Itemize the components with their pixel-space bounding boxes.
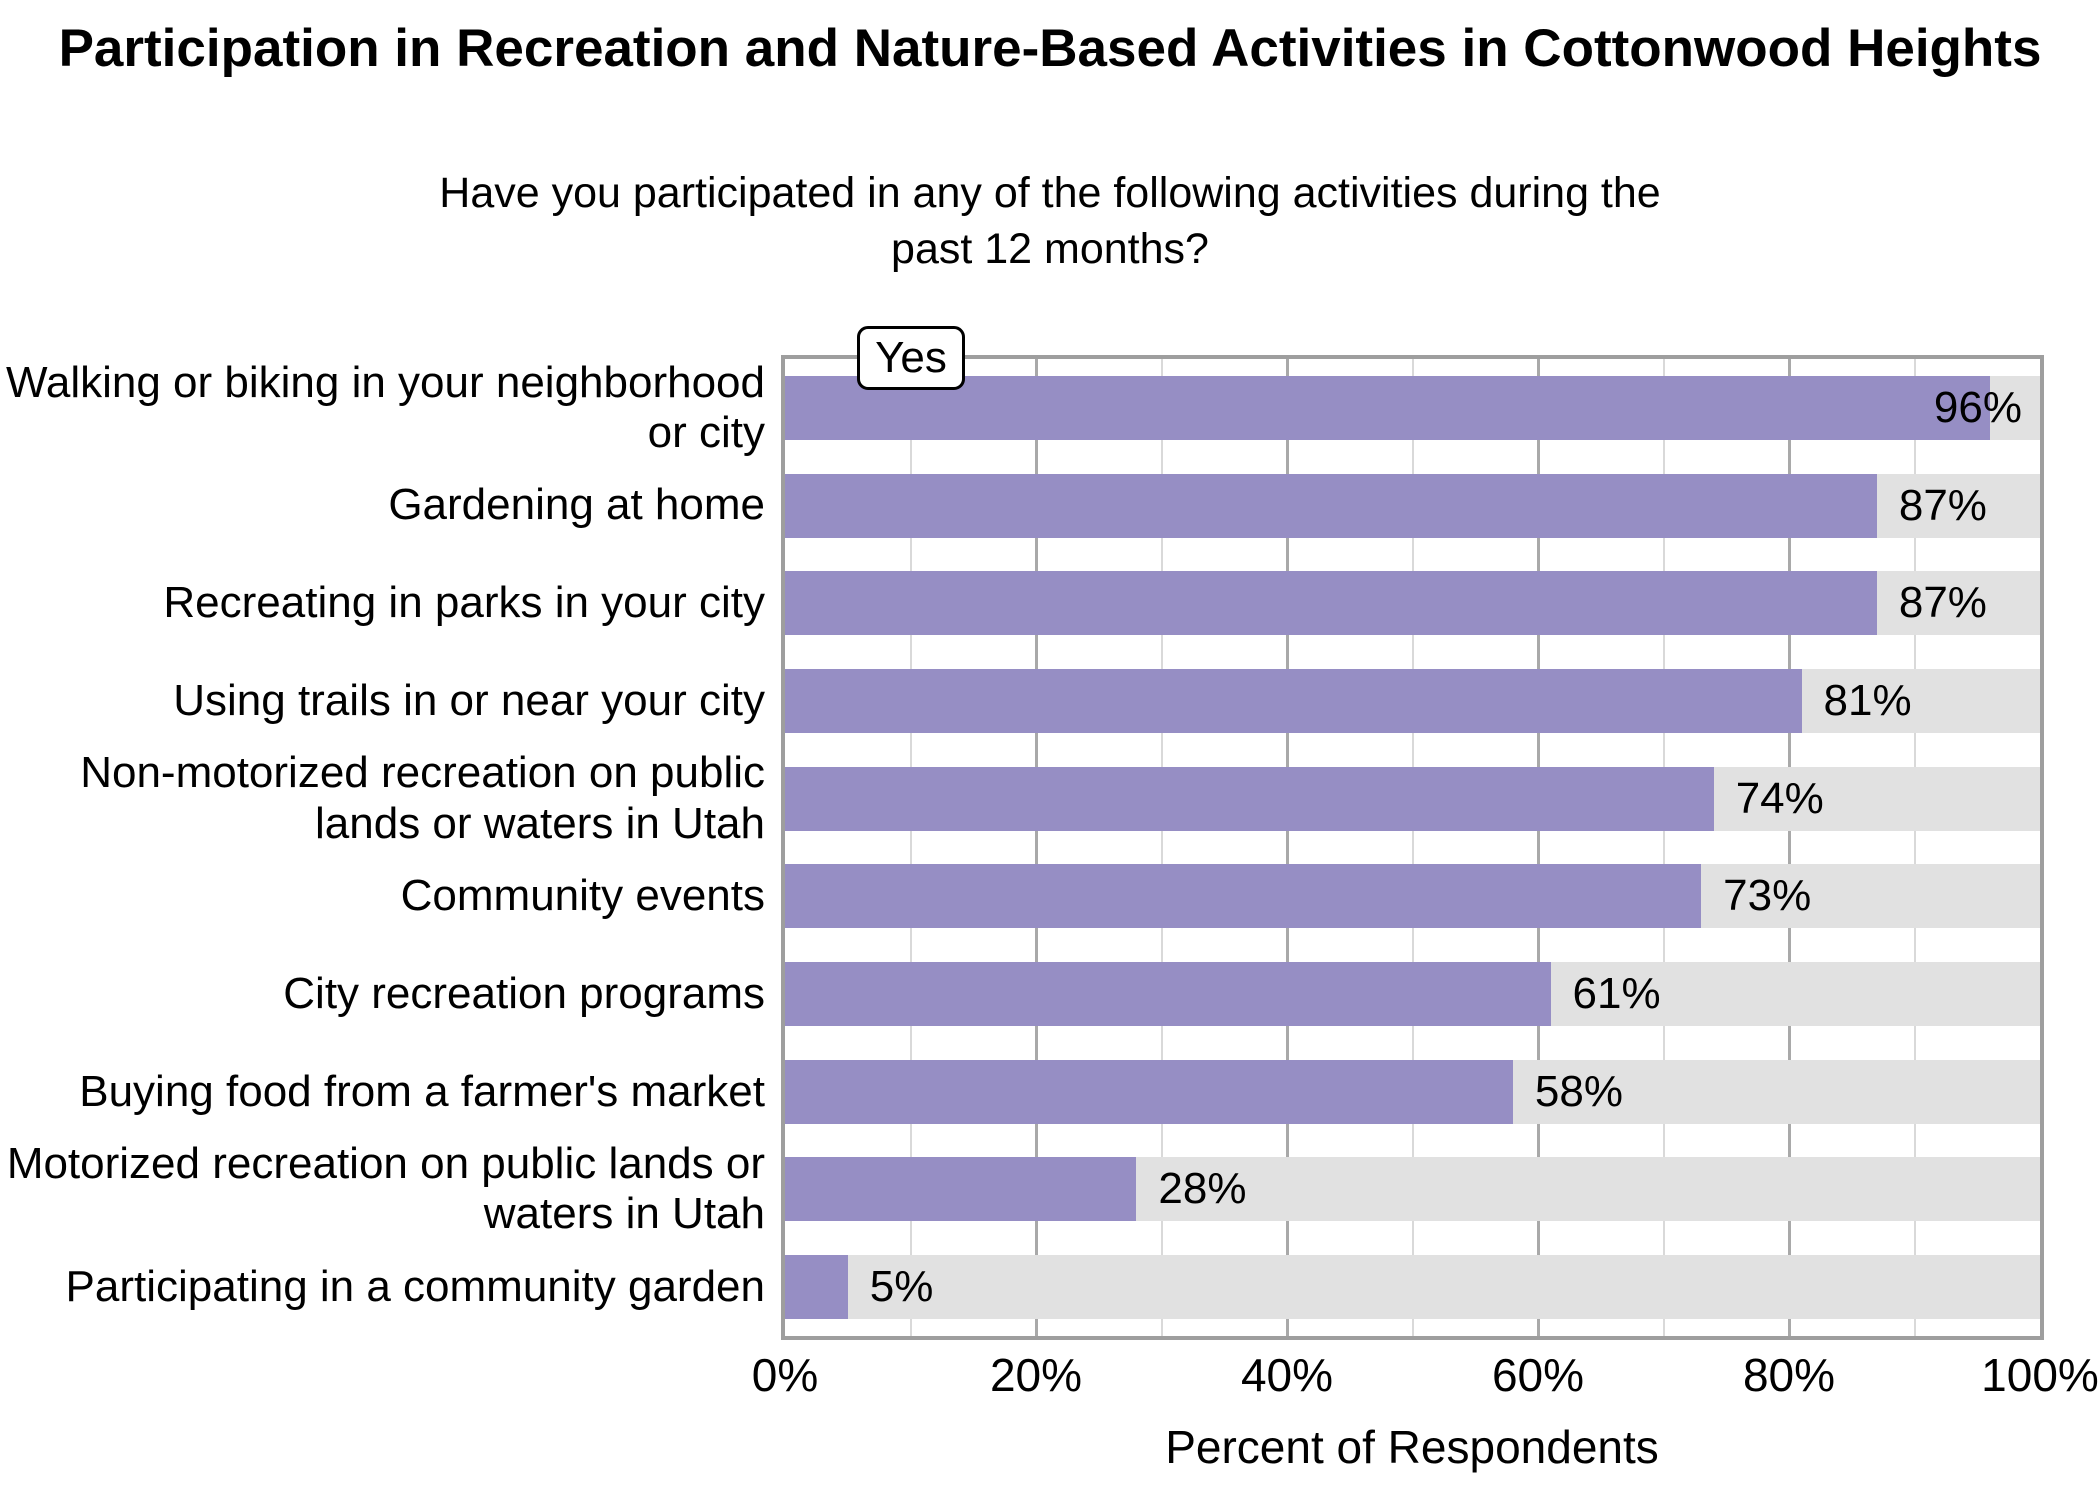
gridline-minor bbox=[1160, 359, 1163, 1336]
category-label: Recreating in parks in your city bbox=[163, 578, 765, 628]
category-label: Using trails in or near your city bbox=[173, 675, 765, 725]
gridline-major bbox=[1035, 359, 1038, 1336]
bar bbox=[785, 766, 1714, 831]
x-tick-label: 100% bbox=[1981, 1349, 2099, 1401]
category-label: Buying food from a farmer's market bbox=[79, 1066, 765, 1116]
bar-value-label: 87% bbox=[1898, 578, 1987, 628]
legend-yes-box: Yes bbox=[857, 326, 965, 390]
x-tick-label: 60% bbox=[1491, 1349, 1585, 1401]
bar bbox=[785, 668, 1802, 733]
plot-gridlines bbox=[785, 359, 2040, 1336]
bar-value-label: 81% bbox=[1823, 675, 1912, 725]
chart-subtitle: Have you participated in any of the foll… bbox=[0, 166, 2100, 278]
bar bbox=[785, 1255, 848, 1320]
chart-title-text: Participation in Recreation and Nature-B… bbox=[58, 19, 2042, 78]
category-label: Gardening at home bbox=[388, 480, 765, 530]
bar-track bbox=[785, 1255, 2040, 1320]
x-axis-tick-labels: 0% 20% 40% 60% 80% 100% bbox=[752, 1349, 2099, 1402]
bar-value-label: 5% bbox=[869, 1262, 934, 1312]
gridline-major bbox=[1537, 359, 1540, 1336]
bar bbox=[785, 864, 1702, 929]
legend-yes-label: Yes bbox=[875, 333, 947, 382]
bar-value-label: 28% bbox=[1158, 1164, 1247, 1214]
bar bbox=[785, 962, 1551, 1027]
x-axis-title: Percent of Respondents bbox=[1165, 1421, 1659, 1473]
gridline-minor bbox=[1913, 359, 1916, 1336]
category-label: Participating in a community garden bbox=[65, 1262, 765, 1312]
chart-title: Participation in Recreation and Nature-B… bbox=[0, 18, 2100, 81]
category-label: Walking or biking in your neighborhood o… bbox=[5, 357, 765, 457]
gridline-minor bbox=[1662, 359, 1665, 1336]
gridline-minor bbox=[909, 359, 912, 1336]
gridline-major bbox=[1788, 359, 1791, 1336]
bar-plot-area: 96% 87% 87% 81% 74% 73% 61% 58% 28% 5% bbox=[785, 359, 2040, 1336]
bar bbox=[785, 1157, 1137, 1222]
bar-value-label: 58% bbox=[1534, 1066, 1623, 1116]
category-label: Community events bbox=[400, 871, 765, 921]
bar-value-label: 61% bbox=[1572, 969, 1661, 1019]
bar-value-label: 87% bbox=[1898, 480, 1987, 530]
bar bbox=[785, 571, 1877, 636]
bar-value-label: 74% bbox=[1735, 773, 1824, 823]
bar bbox=[785, 375, 1990, 440]
x-tick-label: 0% bbox=[751, 1349, 819, 1401]
x-tick-label: 80% bbox=[1742, 1349, 1836, 1401]
gridline-major bbox=[1286, 359, 1289, 1336]
gridline-minor bbox=[1411, 359, 1414, 1336]
category-label: City recreation programs bbox=[283, 968, 765, 1018]
bar bbox=[785, 473, 1877, 538]
chart-subtitle-text: Have you participated in any of the foll… bbox=[439, 169, 1661, 273]
bar-value-label: 96% bbox=[1933, 382, 2022, 432]
x-tick-label: 40% bbox=[1240, 1349, 1334, 1401]
category-label: Motorized recreation on public lands or … bbox=[6, 1139, 765, 1239]
bar bbox=[785, 1059, 1513, 1124]
y-axis-category-labels: Walking or biking in your neighborhood o… bbox=[0, 357, 765, 1336]
x-tick-label: 20% bbox=[989, 1349, 1083, 1401]
category-label: Non-motorized recreation on public lands… bbox=[80, 748, 765, 848]
bar-value-label: 73% bbox=[1723, 871, 1812, 921]
